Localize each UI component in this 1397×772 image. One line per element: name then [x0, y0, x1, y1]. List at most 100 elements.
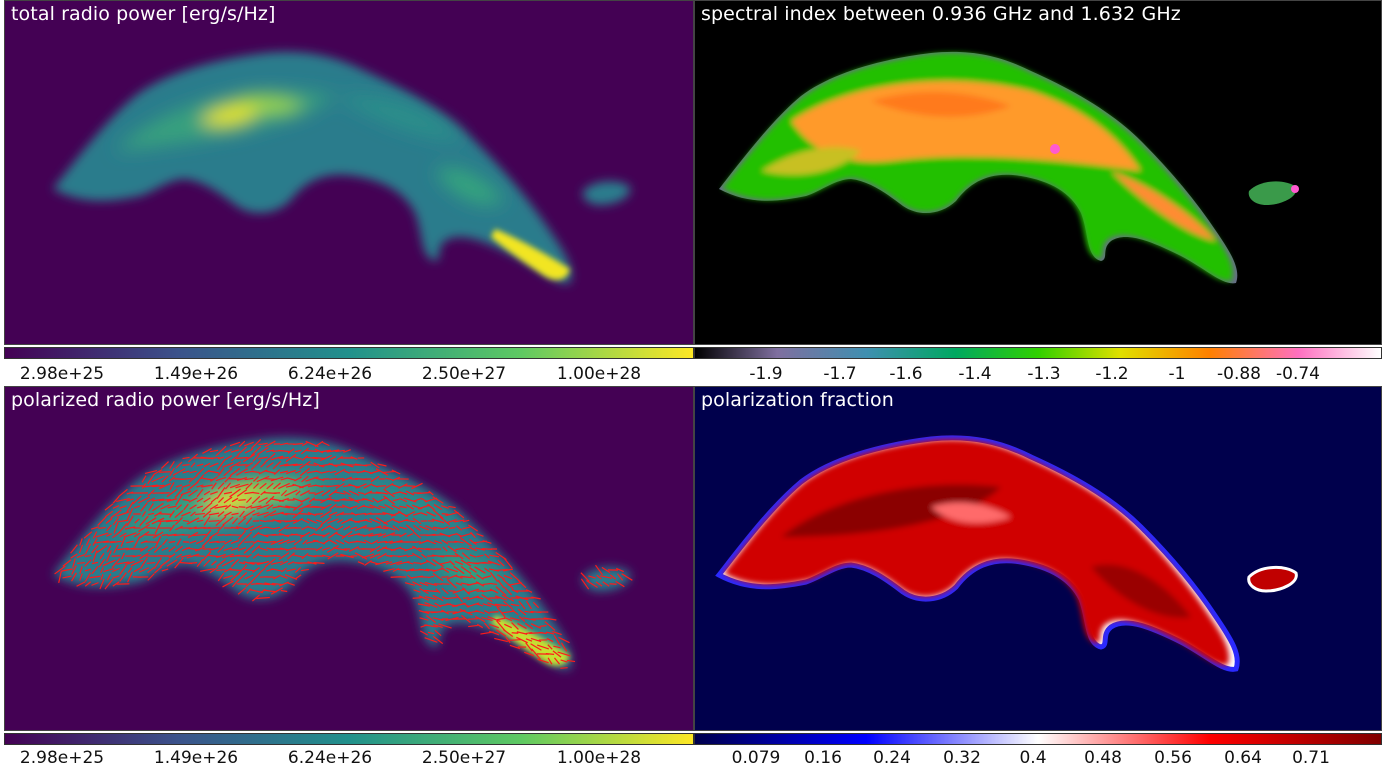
polarization-vector [299, 514, 311, 515]
polarization-vector [302, 549, 309, 550]
polarization-vector [336, 479, 344, 480]
compact-source [583, 181, 631, 205]
polarization-vector [546, 654, 554, 655]
colorbar-tick-label: -1.9 [749, 364, 782, 384]
colorbar-ticks-power-top: 2.98e+25 1.49e+26 6.24e+26 2.50e+27 1.00e+28 [4, 364, 694, 388]
polarized-power-map [5, 387, 694, 731]
polarization-vector [468, 619, 478, 620]
polarization-vector [203, 549, 211, 550]
colorbar-power-bottom [4, 733, 694, 745]
polarization-vector [285, 514, 296, 515]
polarization-vector [160, 493, 169, 494]
colorbar-tick-label: -1.4 [958, 364, 991, 384]
colorbar-tick-label: 1.49e+26 [154, 748, 238, 768]
spectral-index-map [695, 1, 1382, 345]
polarization-vector [441, 584, 450, 585]
colorbar-tick-label: 1.49e+26 [154, 364, 238, 384]
colorbar-tick-label: 0.64 [1224, 748, 1262, 768]
polarization-vector [239, 507, 246, 508]
polarization-vector [482, 549, 492, 550]
colorbar-polarization-fraction [694, 733, 1382, 745]
polarization-vector [189, 563, 197, 564]
panel-title: polarization fraction [701, 389, 894, 411]
panel-title: polarized radio power [erg/s/Hz] [11, 389, 320, 411]
polarization-vector [446, 556, 458, 557]
polarization-vector [307, 465, 317, 466]
colorbar-ticks-polarization-fraction: 0.079 0.16 0.24 0.32 0.4 0.48 0.56 0.64 0.71 [694, 748, 1382, 772]
polarization-vector [432, 535, 443, 536]
polarization-vector [238, 500, 245, 501]
colorbar-tick-label: 2.50e+27 [422, 748, 506, 768]
polarization-vector [463, 598, 469, 599]
colorbar-tick-label: -1.2 [1095, 364, 1128, 384]
colorbar-power-top [4, 347, 694, 359]
polarization-vector [509, 640, 521, 641]
panel-polarized-radio-power: polarized radio power [erg/s/Hz] [4, 386, 694, 731]
colorbar-tick-label: -1.3 [1027, 364, 1060, 384]
colorbar-tick-label: 0.079 [732, 748, 781, 768]
colorbar-tick-label: 2.98e+25 [20, 748, 104, 768]
colorbar-tick-label: 0.48 [1084, 748, 1122, 768]
compact-source [1249, 567, 1297, 591]
polarization-vector [449, 591, 456, 592]
colorbar-ticks-spectral-index: -1.9 -1.7 -1.6 -1.4 -1.3 -1.2 -1 -0.88 -0.74 [694, 364, 1382, 388]
relic-emission [53, 438, 571, 669]
polarization-vector [315, 514, 323, 515]
polarization-vector [413, 542, 421, 543]
polarization-vector [208, 521, 219, 522]
colorbar-tick-label: 0.71 [1292, 748, 1330, 768]
polarization-vector [512, 633, 519, 634]
polarization-vector [560, 668, 567, 669]
polarization-vector [413, 598, 422, 599]
hot-spot [1291, 185, 1299, 193]
colorbar-tick-label: -0.88 [1217, 364, 1261, 384]
colorbar-tick-label: 0.56 [1154, 748, 1192, 768]
colorbar-tick-label: -1.7 [823, 364, 856, 384]
colorbar-tick-label: 0.24 [873, 748, 911, 768]
panel-polarization-fraction: polarization fraction [694, 386, 1382, 731]
colorbar-tick-label: 1.00e+28 [557, 364, 641, 384]
colorbar-tick-label: -1 [1169, 364, 1186, 384]
polarization-vector [609, 584, 616, 585]
polarization-vector [183, 521, 189, 522]
polarization-vector [236, 465, 247, 466]
polarization-vector [442, 514, 448, 515]
colorbar-tick-label: 0.32 [943, 748, 981, 768]
colorbar-tick-label: 6.24e+26 [288, 364, 372, 384]
panel-title: spectral index between 0.936 GHz and 1.6… [701, 3, 1181, 25]
polarization-vector [494, 638, 507, 641]
colorbar-tick-label: 0.4 [1019, 748, 1046, 768]
panel-total-radio-power: total radio power [erg/s/Hz] [4, 0, 694, 345]
colorbar-spectral-index [694, 347, 1382, 359]
polarization-vector [217, 542, 225, 543]
polarization-vector [341, 500, 353, 501]
polarization-vector [413, 563, 420, 564]
colorbar-ticks-power-bottom: 2.98e+25 1.49e+26 6.24e+26 2.50e+27 1.00e+28 [4, 748, 694, 772]
polarization-vector [182, 465, 189, 466]
polarization-vector [229, 570, 241, 571]
colorbar-tick-label: -1.6 [889, 364, 922, 384]
polarization-vector [313, 500, 324, 501]
polarization-vector [378, 486, 386, 487]
colorbar-tick-label: 2.50e+27 [422, 364, 506, 384]
polarization-vector [490, 612, 499, 613]
colorbar-tick-label: 1.00e+28 [557, 748, 641, 768]
polarization-fraction-map [695, 387, 1382, 731]
compact-source [1249, 181, 1297, 205]
colorbar-tick-label: 6.24e+26 [288, 748, 372, 768]
polarization-vector [357, 535, 364, 536]
polarization-vector [314, 563, 325, 564]
relic-emission [53, 52, 571, 283]
polarization-vector [540, 626, 547, 627]
polarization-vector [334, 465, 346, 466]
polarization-vector [468, 625, 478, 626]
polarization-vector [273, 556, 280, 557]
polarization-vector [426, 549, 436, 550]
colorbar-tick-label: 0.16 [804, 748, 842, 768]
panel-spectral-index: spectral index between 0.936 GHz and 1.6… [694, 0, 1382, 345]
colorbar-tick-label: 2.98e+25 [20, 364, 104, 384]
total-power-map [5, 1, 694, 345]
colorbar-tick-label: -0.74 [1276, 364, 1320, 384]
polarization-vector [208, 528, 220, 529]
panel-title: total radio power [erg/s/Hz] [11, 3, 276, 25]
